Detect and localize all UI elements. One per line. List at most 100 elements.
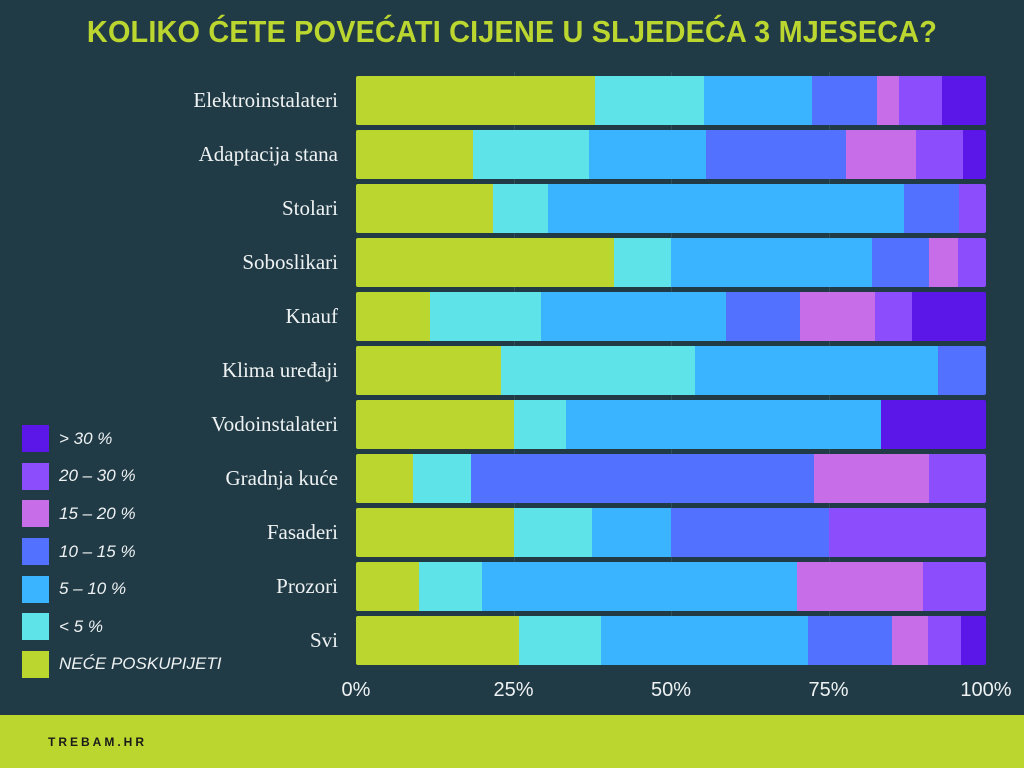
bar-segment	[356, 616, 519, 665]
bar-segment	[513, 400, 566, 449]
category-label: Knauf	[285, 304, 338, 328]
x-tick-label: 0%	[341, 679, 371, 701]
x-tick-label: 100%	[960, 679, 1012, 701]
legend-swatch	[22, 425, 49, 453]
legend-swatch	[22, 538, 49, 566]
bar-segment	[356, 130, 473, 179]
bar-segment	[845, 130, 916, 179]
x-tick-label: 50%	[650, 679, 692, 701]
bar-segment	[828, 508, 986, 557]
bar-segment	[937, 346, 986, 395]
bar-row	[356, 76, 986, 125]
bar-segment	[695, 346, 938, 395]
bar-segment	[892, 616, 928, 665]
category-label: Soboslikari	[242, 250, 338, 274]
bar-segment	[419, 562, 482, 611]
bar-segment	[356, 562, 419, 611]
bar-segment	[671, 238, 872, 287]
bar-row	[356, 238, 986, 287]
bar-segment	[962, 130, 986, 179]
legend-item: > 30 %	[22, 420, 221, 458]
bar-segment	[797, 562, 923, 611]
bar-segment	[911, 292, 986, 341]
stacked-bar-chart: Elektroinstalateri Adaptacija stana Stolar…	[193, 72, 1012, 701]
legend-label: 5 – 10 %	[59, 579, 127, 599]
bar-segment	[356, 346, 502, 395]
legend-item: < 5 %	[22, 608, 221, 646]
bar-segment	[880, 400, 986, 449]
legend-swatch	[22, 500, 49, 528]
bar-segment	[356, 238, 614, 287]
bar-row	[356, 616, 986, 665]
bar-segment	[960, 616, 986, 665]
bar-row	[356, 292, 986, 341]
bar-segment	[800, 292, 875, 341]
bar-segment	[871, 238, 930, 287]
bar-segment	[927, 616, 961, 665]
legend-swatch	[22, 575, 49, 603]
bar-segment	[430, 292, 542, 341]
bar-segment	[705, 130, 846, 179]
legend-item: NEĆE POSKUPIJETI	[22, 646, 221, 684]
bar-segment	[470, 454, 814, 503]
category-label: Prozori	[276, 574, 338, 598]
bar-segment	[356, 76, 596, 125]
bar-segment	[547, 184, 904, 233]
bar-segment	[807, 616, 893, 665]
legend-swatch	[22, 650, 49, 678]
bar-segment	[942, 76, 986, 125]
bar-segment	[904, 184, 959, 233]
bar-segment	[595, 76, 704, 125]
bar-segment	[589, 130, 706, 179]
legend-swatch	[22, 462, 49, 490]
bar-row	[356, 454, 986, 503]
legend-label: 15 – 20 %	[59, 503, 136, 523]
category-label: Klima uređaji	[221, 358, 338, 382]
bar-segment	[518, 616, 602, 665]
bar-segment	[356, 292, 431, 341]
legend-item: 20 – 30 %	[22, 458, 221, 496]
legend-label: NEĆE POSKUPIJETI	[59, 654, 222, 674]
bar-segment	[929, 238, 958, 287]
legend-label: 20 – 30 %	[59, 466, 136, 486]
legend-item: 10 – 15 %	[22, 533, 221, 571]
bar-segment	[472, 130, 590, 179]
bar-segment	[356, 454, 414, 503]
bar-segment	[958, 184, 986, 233]
category-label: Svi	[309, 628, 338, 652]
bar-segment	[898, 76, 943, 125]
bar-segment	[356, 184, 493, 233]
category-label: Fasaderi	[266, 520, 338, 544]
bar-segment	[356, 508, 514, 557]
bar-segment	[874, 292, 912, 341]
bar-segment	[601, 616, 808, 665]
bar-segment	[482, 562, 797, 611]
legend-label: < 5 %	[59, 616, 103, 636]
legend-swatch	[22, 613, 49, 641]
category-label: Gradnja kuće	[225, 466, 338, 490]
legend-item: 15 – 20 %	[22, 495, 221, 533]
category-label: Elektroinstalateri	[193, 88, 338, 112]
category-label: Adaptacija stana	[198, 142, 338, 166]
bar-segment	[592, 508, 671, 557]
brand-logo-text: TREBAM.HR	[48, 735, 147, 749]
bar-row	[356, 508, 986, 557]
bar-segment	[413, 454, 471, 503]
bar-row	[356, 562, 986, 611]
bar-segment	[877, 76, 899, 125]
x-tick-label: 25%	[493, 679, 534, 701]
legend-item: 5 – 10 %	[22, 570, 221, 608]
bar-segment	[915, 130, 963, 179]
bar-segment	[812, 76, 878, 125]
bar-segment	[928, 454, 986, 503]
bar-segment	[703, 76, 813, 125]
bar-row	[356, 184, 986, 233]
category-label: Vodoinstalateri	[211, 412, 338, 436]
legend: > 30 % 20 – 30 % 15 – 20 % 10 – 15 % 5 – 10 …	[22, 420, 221, 683]
bar-segment	[726, 292, 801, 341]
legend-label: 10 – 15 %	[59, 541, 136, 561]
bar-segment	[541, 292, 727, 341]
bar-segment	[923, 562, 986, 611]
bar-segment	[671, 508, 829, 557]
bar-segment	[613, 238, 672, 287]
